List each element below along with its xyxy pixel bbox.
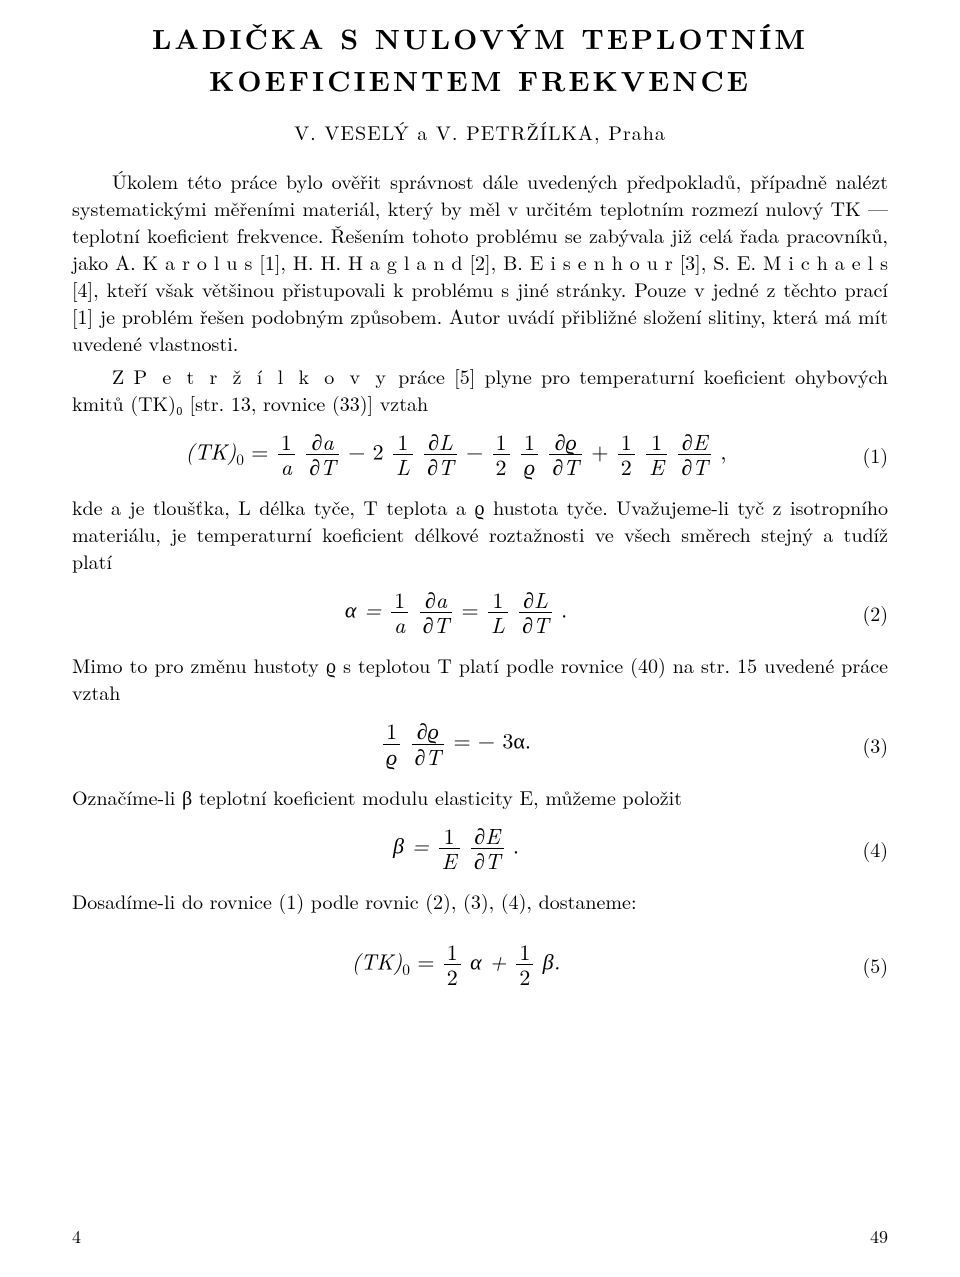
title-line-2: KOEFICIENTEM FREKVENCE bbox=[72, 62, 888, 100]
equation-4-number: (4) bbox=[840, 835, 888, 862]
eq1-f10-den: ∂T bbox=[678, 455, 711, 479]
eq1-frac-4: ∂L∂T bbox=[424, 430, 457, 479]
eq3-f2-den: ∂T bbox=[412, 745, 445, 769]
equation-5-body: (TK)0 = 12 α + 12 β. bbox=[72, 940, 840, 989]
eq3-f1-den: ϱ bbox=[383, 745, 400, 769]
eq2-f3-den: L bbox=[488, 613, 508, 637]
eq4-dot: . bbox=[513, 829, 519, 860]
eq2-mid: = bbox=[462, 593, 486, 624]
equation-3-body: 1ϱ ∂ϱ∂T = − 3α. bbox=[72, 719, 840, 768]
eq3-frac-2: ∂ϱ∂T bbox=[412, 719, 445, 768]
equation-1-body: (TK)0 = 1a ∂a∂T − 2 1L ∂L∂T − 12 1ϱ ∂ϱ∂T… bbox=[72, 430, 840, 479]
eq1-frac-10: ∂E∂T bbox=[678, 430, 711, 479]
eq1-frac-9: 1E bbox=[646, 430, 667, 479]
paragraph-1: Úkolem této práce bylo ověřit správnost … bbox=[72, 167, 888, 356]
eq1-f5-den: 2 bbox=[493, 455, 510, 479]
authors-line: V. VESELÝ a V. PETRŽÍLKA, Praha bbox=[72, 118, 888, 145]
equation-1: (TK)0 = 1a ∂a∂T − 2 1L ∂L∂T − 12 1ϱ ∂ϱ∂T… bbox=[72, 430, 888, 479]
eq5-rhs: β. bbox=[543, 946, 561, 977]
eq1-f3-den: L bbox=[393, 455, 413, 479]
para2-pre: Z bbox=[112, 361, 133, 390]
eq1-minus: − bbox=[466, 435, 490, 466]
eq1-plus: + bbox=[591, 435, 615, 466]
eq5-sub: 0 bbox=[402, 959, 410, 980]
eq1-lhs: (TK) bbox=[186, 435, 237, 466]
paragraph-5: Označíme-li β teplotní koeficient modulu… bbox=[72, 783, 888, 810]
equation-1-number: (1) bbox=[840, 441, 888, 468]
eq2-frac-4: ∂L∂T bbox=[519, 588, 552, 637]
eq4-lhs: β = bbox=[393, 829, 437, 860]
eq2-lhs: α = bbox=[345, 593, 389, 624]
title-line-1: LADIČKA S NULOVÝM TEPLOTNÍM bbox=[72, 20, 888, 58]
eq1-minus2: − 2 bbox=[348, 435, 391, 466]
eq5-f1-den: 2 bbox=[444, 965, 461, 989]
equation-3: 1ϱ ∂ϱ∂T = − 3α. (3) bbox=[72, 719, 888, 768]
eq1-frac-5: 12 bbox=[493, 430, 510, 479]
equation-5-number: (5) bbox=[840, 951, 888, 978]
equation-4: β = 1E ∂E∂T . (4) bbox=[72, 824, 888, 873]
equation-2-number: (2) bbox=[840, 599, 888, 626]
page: LADIČKA S NULOVÝM TEPLOTNÍM KOEFICIENTEM… bbox=[0, 0, 960, 1277]
footer-right-number: 49 bbox=[870, 1225, 888, 1249]
para2-name: P e t r ž í l k o v y bbox=[133, 361, 388, 390]
eq4-frac-2: ∂E∂T bbox=[471, 824, 504, 873]
eq2-frac-1: 1a bbox=[391, 588, 408, 637]
eq2-f2-den: ∂T bbox=[420, 613, 453, 637]
eq2-frac-2: ∂a∂T bbox=[420, 588, 453, 637]
eq4-f2-den: ∂T bbox=[471, 849, 504, 873]
eq1-f7-den: ∂T bbox=[549, 455, 582, 479]
eq3-frac-1: 1ϱ bbox=[383, 719, 400, 768]
equation-5: (TK)0 = 12 α + 12 β. (5) bbox=[72, 940, 888, 989]
eq1-frac-8: 12 bbox=[618, 430, 635, 479]
eq1-comma: , bbox=[720, 435, 726, 466]
eq1-f1-den: a bbox=[278, 455, 295, 479]
eq4-frac-1: 1E bbox=[439, 824, 460, 873]
eq3-rhs: = − 3α. bbox=[453, 725, 531, 756]
eq1-f4-den: ∂T bbox=[424, 455, 457, 479]
paragraph-2: Z P e t r ž í l k o v y práce [5] plyne … bbox=[72, 362, 888, 416]
eq1-f6-den: ϱ bbox=[521, 455, 538, 479]
page-footer: 4 49 bbox=[72, 1225, 888, 1249]
eq1-eq: = bbox=[244, 435, 276, 466]
eq1-sub: 0 bbox=[236, 448, 244, 469]
eq1-frac-2: ∂a∂T bbox=[306, 430, 339, 479]
equation-3-number: (3) bbox=[840, 731, 888, 758]
eq5-mid: α + bbox=[470, 946, 514, 977]
eq1-frac-3: 1L bbox=[393, 430, 413, 479]
eq1-f9-den: E bbox=[646, 455, 667, 479]
eq2-frac-3: 1L bbox=[488, 588, 508, 637]
eq1-f8-den: 2 bbox=[618, 455, 635, 479]
eq1-frac-1: 1a bbox=[278, 430, 295, 479]
eq5-f2-den: 2 bbox=[516, 965, 533, 989]
paragraph-4: Mimo to pro změnu hustoty ϱ s teplotou T… bbox=[72, 651, 888, 705]
paragraph-3: kde a je tloušťka, L délka tyče, T teplo… bbox=[72, 493, 888, 574]
eq5-frac-2: 12 bbox=[516, 940, 533, 989]
eq1-frac-6: 1ϱ bbox=[521, 430, 538, 479]
eq1-f2-den: ∂T bbox=[306, 455, 339, 479]
footer-left-number: 4 bbox=[72, 1225, 81, 1249]
equation-2-body: α = 1a ∂a∂T = 1L ∂L∂T . bbox=[72, 588, 840, 637]
equation-4-body: β = 1E ∂E∂T . bbox=[72, 824, 840, 873]
eq5-frac-1: 12 bbox=[444, 940, 461, 989]
eq5-eq: = bbox=[410, 946, 442, 977]
eq2-dot: . bbox=[561, 593, 567, 624]
eq1-frac-7: ∂ϱ∂T bbox=[549, 430, 582, 479]
eq2-f4-den: ∂T bbox=[519, 613, 552, 637]
eq2-f1-den: a bbox=[391, 613, 408, 637]
equation-2: α = 1a ∂a∂T = 1L ∂L∂T . (2) bbox=[72, 588, 888, 637]
eq4-f1-den: E bbox=[439, 849, 460, 873]
eq5-lhs: (TK) bbox=[352, 946, 403, 977]
paragraph-6: Dosadíme-li do rovnice (1) podle rovnic … bbox=[72, 887, 888, 914]
